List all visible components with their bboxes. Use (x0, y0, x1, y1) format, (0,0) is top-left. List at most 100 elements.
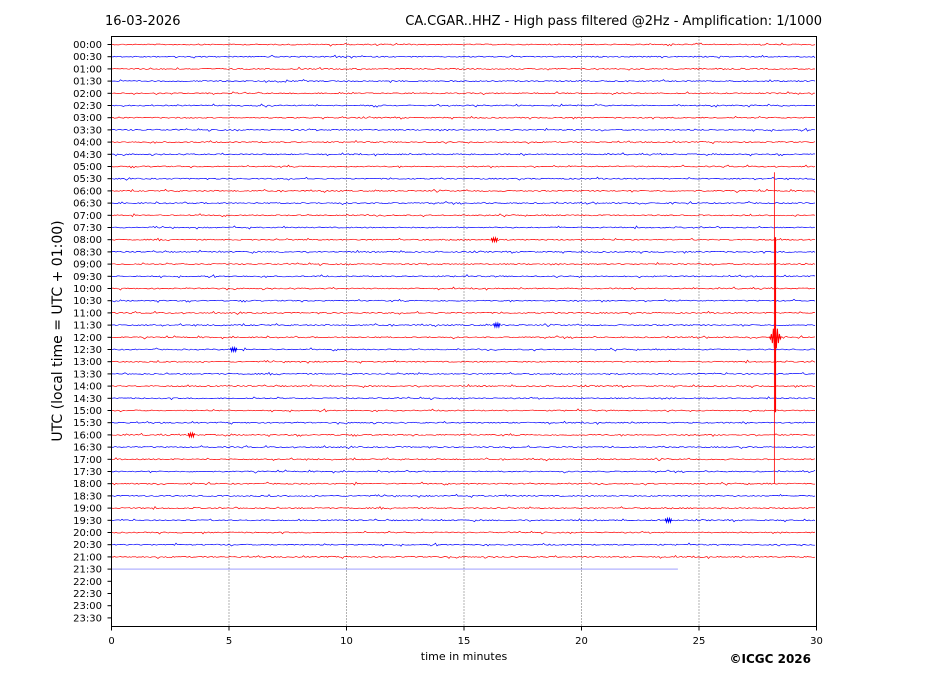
trace-row (111, 103, 816, 108)
y-tick-label: 08:00 (73, 235, 102, 246)
trace-row (111, 42, 816, 47)
y-tick-label: 21:00 (73, 552, 102, 563)
trace-row (111, 66, 816, 71)
trace-row (111, 554, 816, 560)
trace-row (111, 164, 816, 169)
trace-row (111, 359, 816, 364)
trace-row (111, 115, 816, 120)
trace-row (111, 481, 816, 486)
y-tick-label: 00:00 (73, 40, 102, 51)
y-tick-label: 07:30 (73, 223, 102, 234)
y-tick-label: 10:30 (73, 296, 102, 307)
trace-row (111, 310, 816, 315)
trace-row (111, 505, 816, 510)
y-tick-label: 17:00 (73, 455, 102, 466)
y-tick-label: 01:30 (73, 77, 102, 88)
y-axis-label: UTC (local time = UTC + 01:00) (50, 220, 66, 441)
x-tick-label: 25 (693, 636, 706, 647)
trace-row (111, 493, 816, 498)
trace-row (111, 225, 816, 230)
y-tick-label: 09:00 (73, 260, 102, 271)
trace-row (111, 249, 816, 254)
y-tick-label: 03:00 (73, 113, 102, 124)
copyright-label: ©ICGC 2026 (729, 652, 811, 666)
y-tick-label: 04:30 (73, 150, 102, 161)
y-tick-label: 04:00 (73, 138, 102, 149)
y-tick-label: 14:00 (73, 382, 102, 393)
y-tick-label: 19:30 (73, 516, 102, 527)
y-tick-label: 02:30 (73, 101, 102, 112)
x-tick-label: 0 (108, 636, 114, 647)
trace-row (111, 371, 816, 376)
trace-row (111, 323, 816, 328)
x-axis: 0 5 10 15 20 25 30 (108, 626, 823, 647)
x-tick-label: 10 (340, 636, 353, 647)
y-tick-label: 17:30 (73, 467, 102, 478)
trace-row (111, 262, 816, 266)
x-axis-label: time in minutes (421, 650, 508, 663)
trace-row (111, 408, 816, 413)
y-tick-label: 13:30 (73, 369, 102, 380)
trace-row (111, 347, 816, 352)
event-blip (230, 345, 238, 354)
y-tick-label: 15:30 (73, 418, 102, 429)
trace-row (111, 188, 816, 193)
trace-row (111, 54, 816, 59)
x-tick-label: 30 (810, 636, 823, 647)
y-tick-label: 01:00 (73, 64, 102, 75)
date-label: 16-03-2026 (105, 14, 181, 29)
trace-row (111, 542, 815, 547)
trace-row (111, 237, 816, 242)
y-tick-label: 08:30 (73, 247, 102, 258)
event-blip (664, 516, 672, 524)
trace-row (111, 530, 816, 535)
y-tick-label: 05:30 (73, 174, 102, 185)
y-tick-label: 23:30 (73, 613, 102, 624)
trace-row (111, 469, 816, 474)
trace-row (111, 127, 816, 132)
y-tick-label: 02:00 (73, 89, 102, 100)
trace-row (111, 286, 816, 291)
trace-row (111, 335, 816, 340)
y-tick-label: 09:30 (73, 272, 102, 283)
trace-row (111, 432, 816, 438)
chart-title: CA.CGAR..HHZ - High pass filtered @2Hz -… (405, 14, 822, 29)
y-tick-label: 18:00 (73, 479, 102, 490)
seismic-events (187, 172, 782, 524)
y-tick-label: 13:00 (73, 357, 102, 368)
trace-row (111, 274, 816, 279)
y-tick-label: 03:30 (73, 125, 102, 136)
y-tick-label: 19:00 (73, 504, 102, 515)
trace-row (111, 445, 816, 450)
trace-row (111, 201, 816, 206)
trace-row (111, 396, 816, 401)
x-tick-label: 20 (575, 636, 588, 647)
y-tick-label: 00:30 (73, 52, 102, 63)
trace-row (111, 457, 816, 462)
trace-row (111, 518, 816, 523)
y-tick-label: 23:00 (73, 601, 102, 612)
y-tick-label: 10:00 (73, 284, 102, 295)
y-tick-label: 12:30 (73, 345, 102, 356)
y-tick-label: 22:00 (73, 577, 102, 588)
trace-row (111, 420, 816, 425)
event-blip (491, 236, 499, 244)
y-tick-label: 16:30 (73, 443, 102, 454)
y-tick-label: 14:30 (73, 394, 102, 405)
event-blip (493, 321, 501, 329)
event-blip (187, 431, 195, 439)
y-tick-label: 07:00 (73, 211, 102, 222)
y-tick-label: 06:00 (73, 186, 102, 197)
y-tick-label: 21:30 (73, 565, 102, 576)
trace-row (111, 152, 816, 157)
y-tick-label: 20:00 (73, 528, 102, 539)
trace-row (111, 139, 816, 145)
y-tick-label: 12:00 (73, 333, 102, 344)
y-tick-label: 15:00 (73, 406, 102, 417)
grid-lines (228, 36, 700, 627)
y-tick-label: 06:30 (73, 199, 102, 210)
y-tick-label: 18:30 (73, 491, 102, 502)
y-tick-label: 05:00 (73, 162, 102, 173)
y-tick-label: 16:00 (73, 430, 102, 441)
